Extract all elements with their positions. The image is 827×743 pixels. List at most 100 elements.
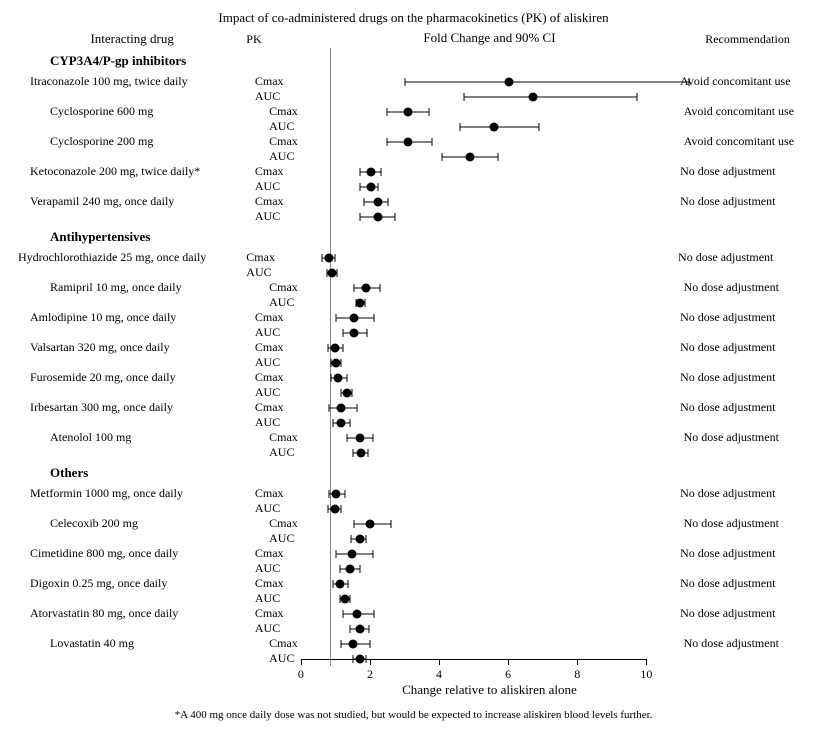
plot-cell bbox=[309, 621, 681, 636]
plot-cell bbox=[309, 415, 681, 430]
ci-whisker bbox=[381, 168, 382, 176]
axis-tick-label: 6 bbox=[505, 667, 511, 682]
point-estimate bbox=[330, 343, 339, 352]
ci-whisker bbox=[366, 535, 367, 543]
point-estimate bbox=[355, 298, 364, 307]
recommendation: No dose adjustment bbox=[684, 516, 817, 531]
data-row: Irbesartan 300 mg, once dailyCmaxNo dose… bbox=[10, 400, 817, 415]
ci-whisker bbox=[327, 344, 328, 352]
plot-cell bbox=[322, 445, 684, 460]
data-row: Atenolol 100 mgCmaxNo dose adjustment bbox=[10, 430, 817, 445]
section-title: Others bbox=[10, 465, 269, 481]
pk-param: AUC bbox=[255, 501, 309, 516]
ci-whisker bbox=[459, 123, 460, 131]
point-estimate bbox=[529, 92, 538, 101]
pk-param: AUC bbox=[255, 621, 309, 636]
plot-cell bbox=[309, 385, 681, 400]
data-row: Verapamil 240 mg, once dailyCmaxNo dose … bbox=[10, 194, 817, 209]
data-row: AUC bbox=[10, 119, 817, 134]
point-estimate bbox=[490, 122, 499, 131]
ci-whisker bbox=[380, 284, 381, 292]
data-row: AUC bbox=[10, 179, 817, 194]
data-row: AUC bbox=[10, 591, 817, 606]
recommendation: Avoid concomitant use bbox=[684, 134, 817, 149]
point-estimate bbox=[337, 418, 346, 427]
ci-whisker bbox=[432, 138, 433, 146]
ci-whisker bbox=[346, 374, 347, 382]
data-row: Cyclosporine 600 mgCmaxAvoid concomitant… bbox=[10, 104, 817, 119]
recommendation: No dose adjustment bbox=[680, 400, 817, 415]
pk-param: AUC bbox=[255, 89, 309, 104]
axis-tick-label: 8 bbox=[574, 667, 580, 682]
ci-whisker bbox=[350, 625, 351, 633]
ci-whisker bbox=[363, 198, 364, 206]
point-estimate bbox=[403, 137, 412, 146]
point-estimate bbox=[330, 504, 339, 513]
point-estimate bbox=[348, 639, 357, 648]
point-estimate bbox=[340, 594, 349, 603]
pk-param: AUC bbox=[269, 149, 321, 164]
ci-whisker bbox=[356, 404, 357, 412]
plot-cell bbox=[309, 340, 681, 355]
drug-name: Hydrochlorothiazide 25 mg, once daily bbox=[10, 250, 246, 265]
point-estimate bbox=[356, 624, 365, 633]
section-header: CYP3A4/P-gp inhibitors bbox=[10, 48, 817, 74]
data-row: AUC bbox=[10, 355, 817, 370]
ci-whisker bbox=[390, 520, 391, 528]
point-estimate bbox=[346, 564, 355, 573]
data-row: Valsartan 320 mg, once dailyCmaxNo dose … bbox=[10, 340, 817, 355]
recommendation: Avoid concomitant use bbox=[684, 104, 817, 119]
point-estimate bbox=[373, 212, 382, 221]
footnote: *A 400 mg once daily dose was not studie… bbox=[10, 709, 817, 721]
recommendation: No dose adjustment bbox=[680, 164, 817, 179]
pk-param: Cmax bbox=[255, 606, 309, 621]
axis-tick-label: 2 bbox=[367, 667, 373, 682]
ci-whisker bbox=[332, 419, 333, 427]
axis-line bbox=[301, 659, 646, 660]
ci-whisker bbox=[360, 168, 361, 176]
data-row: Celecoxib 200 mgCmaxNo dose adjustment bbox=[10, 516, 817, 531]
ci-whisker bbox=[464, 93, 465, 101]
point-estimate bbox=[355, 534, 364, 543]
pk-param: AUC bbox=[246, 265, 301, 280]
pk-param: Cmax bbox=[255, 546, 309, 561]
drug-name: Valsartan 320 mg, once daily bbox=[10, 340, 255, 355]
point-estimate bbox=[332, 358, 341, 367]
point-estimate bbox=[342, 388, 351, 397]
plot-cell bbox=[309, 179, 681, 194]
pk-param: Cmax bbox=[255, 400, 309, 415]
pk-param: AUC bbox=[269, 119, 321, 134]
header-rec: Recommendation bbox=[678, 32, 817, 47]
axis-row: 0246810 bbox=[10, 666, 817, 681]
point-estimate bbox=[357, 448, 366, 457]
column-header-row: Interacting drug PK Fold Change and 90% … bbox=[10, 30, 817, 48]
pk-param: AUC bbox=[255, 415, 309, 430]
drug-name: Cyclosporine 600 mg bbox=[10, 104, 269, 119]
ci-whisker bbox=[327, 505, 328, 513]
recommendation: No dose adjustment bbox=[680, 576, 817, 591]
axis-tick bbox=[301, 659, 302, 665]
ci-whisker bbox=[636, 93, 637, 101]
plot-cell bbox=[322, 531, 684, 546]
pk-param: Cmax bbox=[255, 74, 309, 89]
ci-whisker bbox=[341, 359, 342, 367]
ci-whisker bbox=[387, 138, 388, 146]
plot-cell bbox=[322, 104, 684, 119]
axis-tick-label: 0 bbox=[298, 667, 304, 682]
ci-whisker bbox=[351, 389, 352, 397]
ci-whisker bbox=[335, 254, 336, 262]
data-row: AUC bbox=[10, 385, 817, 400]
axis-tick bbox=[577, 659, 578, 665]
plot-cell bbox=[309, 501, 681, 516]
ci-whisker bbox=[364, 299, 365, 307]
point-estimate bbox=[362, 283, 371, 292]
ci-whisker bbox=[352, 449, 353, 457]
pk-param: Cmax bbox=[255, 576, 309, 591]
ci-bar bbox=[464, 96, 637, 97]
plot-cell bbox=[309, 355, 681, 370]
plot-cell bbox=[309, 209, 681, 224]
recommendation: No dose adjustment bbox=[680, 546, 817, 561]
ci-bar bbox=[460, 126, 539, 127]
plot-cell bbox=[322, 119, 684, 134]
ci-whisker bbox=[332, 580, 333, 588]
